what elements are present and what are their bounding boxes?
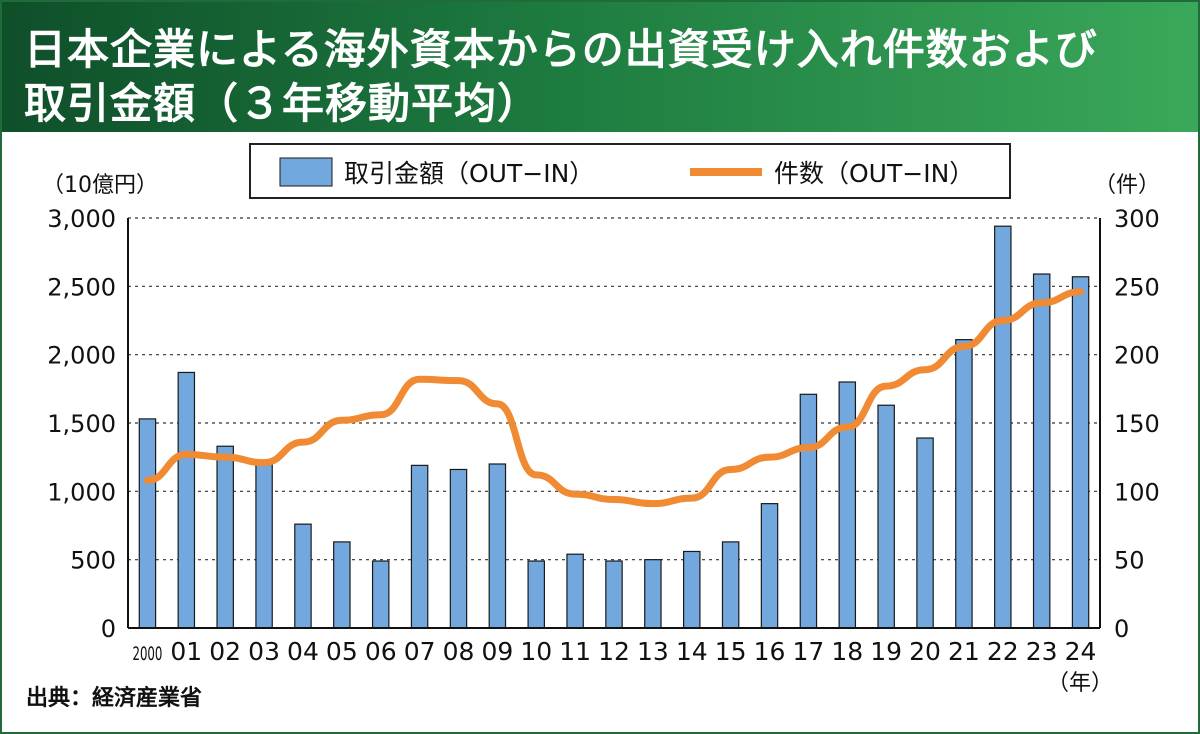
bar — [994, 225, 1012, 629]
legend-bar-label: 取引金額（OUT−IN） — [344, 159, 594, 188]
left-tick-label: 3,000 — [47, 205, 116, 233]
bar — [721, 541, 740, 629]
x-tick-label: 23 — [1026, 637, 1058, 666]
x-tick-label: 05 — [326, 637, 358, 666]
x-tick-label: 2000 — [132, 643, 162, 665]
bar — [527, 560, 546, 629]
title-banner: 日本企業による海外資本からの出資受け入れ件数および 取引金額（３年移動平均） — [2, 2, 1198, 132]
right-tick-label: 150 — [1114, 410, 1160, 438]
left-tick-label: 2,000 — [47, 342, 116, 370]
x-tick-label: 16 — [754, 637, 786, 666]
right-tick-label: 200 — [1114, 342, 1160, 370]
bar — [955, 339, 973, 629]
bar — [566, 553, 584, 629]
gridlines — [128, 217, 1100, 561]
x-tick-label: 02 — [209, 637, 241, 666]
bar-series — [138, 225, 1090, 629]
right-tick-label: 250 — [1114, 273, 1160, 301]
legend-bar-swatch — [279, 157, 333, 187]
bar — [449, 468, 468, 629]
x-tick-label: 06 — [365, 637, 397, 666]
bar — [1032, 273, 1051, 629]
chart-title-line2: 取引金額（３年移動平均） — [24, 79, 541, 128]
right-tick-label: 300 — [1114, 205, 1160, 233]
x-tick-label: 18 — [831, 637, 863, 666]
right-tick-label: 100 — [1114, 478, 1160, 506]
legend: 取引金額（OUT−IN） 件数（OUT−IN） — [249, 143, 1011, 199]
bar — [760, 503, 779, 629]
right-tick-label: 50 — [1114, 547, 1145, 575]
bar — [488, 463, 507, 629]
bar — [877, 404, 895, 629]
bar — [682, 550, 701, 629]
x-tick-label: 03 — [248, 637, 280, 666]
x-tick-label: 01 — [170, 637, 202, 666]
x-tick-label: 24 — [1065, 637, 1097, 666]
x-tick-label: 12 — [598, 637, 630, 666]
x-tick-label: 22 — [987, 637, 1019, 666]
x-tick-label: 04 — [287, 637, 319, 666]
bar — [605, 560, 623, 629]
bar — [216, 445, 234, 629]
source-note: 出典：経済産業省 — [26, 685, 202, 711]
x-tick-label: 17 — [792, 637, 824, 666]
x-tick-label: 07 — [404, 637, 436, 666]
bar — [1071, 276, 1090, 629]
bar — [644, 559, 662, 629]
x-tick-label: 09 — [481, 637, 513, 666]
x-tick-label: 14 — [676, 637, 708, 666]
left-tick-label: 2,500 — [47, 273, 116, 301]
left-tick-label: 500 — [70, 547, 116, 575]
bar — [799, 393, 818, 629]
left-axis-unit: （10億円） — [42, 173, 158, 198]
chart-title-line1: 日本企業による海外資本からの出資受け入れ件数および — [24, 25, 1098, 74]
bar — [838, 381, 857, 629]
x-tick-label: 10 — [520, 637, 552, 666]
right-axis-unit: （件） — [1094, 173, 1160, 198]
bar — [177, 371, 196, 629]
bar — [255, 463, 273, 629]
tick-labels: 0 0 500 50 1,000 100 1,500 150 2,000 200 2,500 250 3… — [47, 205, 1160, 666]
bar — [410, 464, 429, 629]
left-tick-label: 1,000 — [47, 478, 116, 506]
left-tick-label: 1,500 — [47, 410, 116, 438]
x-tick-label: 13 — [637, 637, 669, 666]
right-tick-label: 0 — [1114, 615, 1129, 643]
left-tick-label: 0 — [101, 615, 116, 643]
bar — [294, 523, 312, 629]
count-line-series — [143, 288, 1085, 508]
x-tick-label: 19 — [870, 637, 902, 666]
bar — [138, 418, 157, 629]
x-tick-label: 20 — [909, 637, 941, 666]
bar — [333, 541, 351, 629]
legend-line-label: 件数（OUT−IN） — [774, 159, 974, 188]
x-tick-label: 08 — [443, 637, 475, 666]
x-tick-label: 15 — [715, 637, 747, 666]
bar — [916, 437, 934, 629]
bar — [371, 560, 390, 629]
x-tick-label: 11 — [559, 637, 591, 666]
x-tick-label: 21 — [948, 637, 980, 666]
x-axis-unit: （年） — [1047, 671, 1113, 696]
